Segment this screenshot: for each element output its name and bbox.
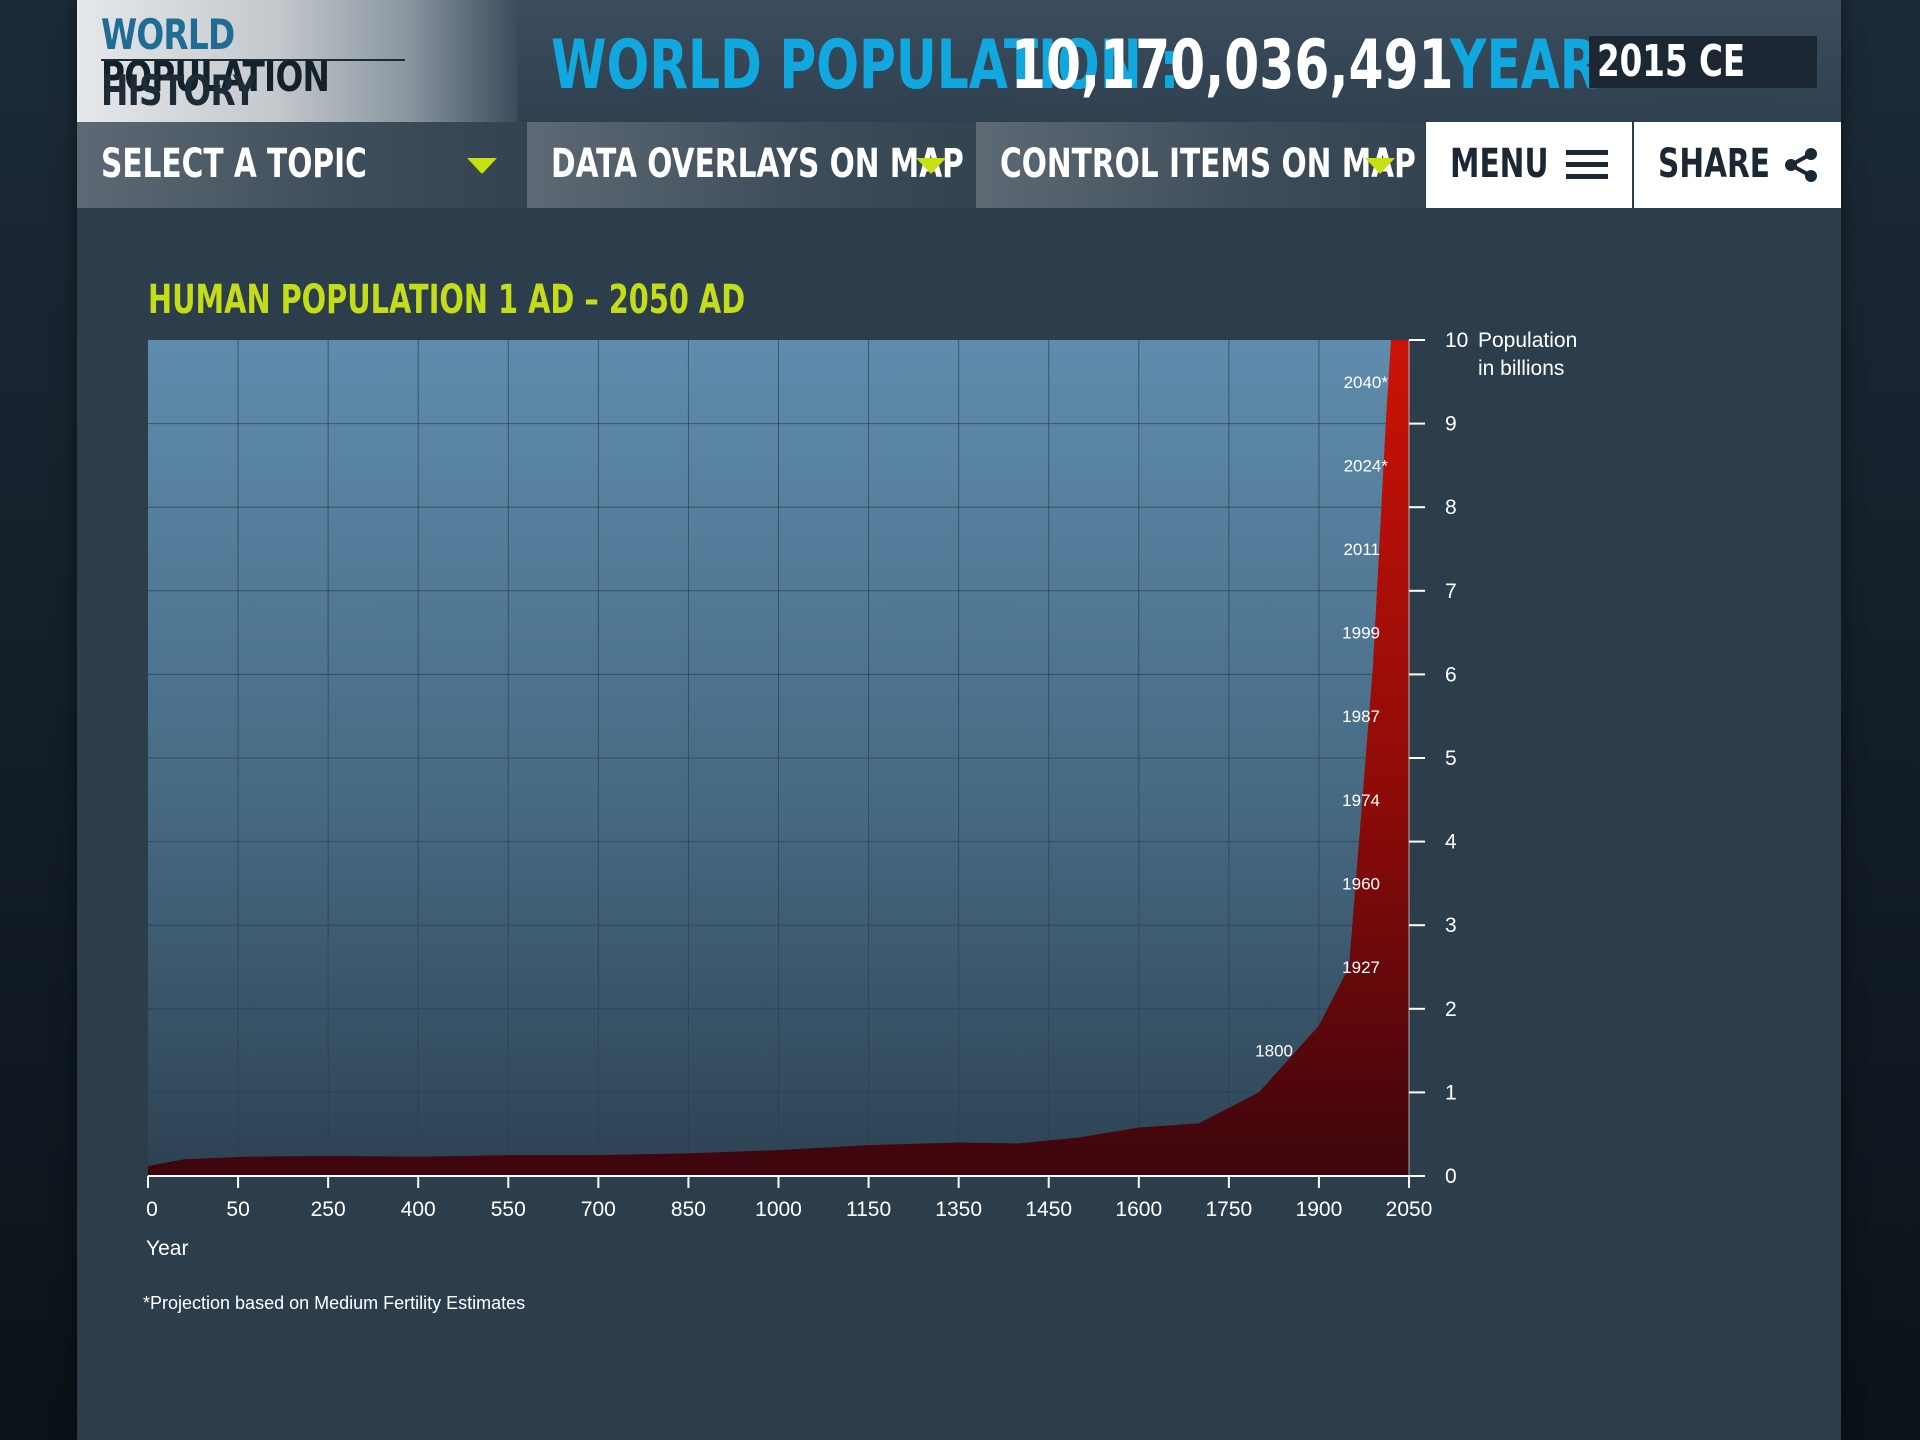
menu-button[interactable]: MENU: [1426, 122, 1632, 208]
data-overlays-dropdown[interactable]: DATA OVERLAYS ON MAP: [527, 122, 976, 208]
year-annotation: 1927: [1342, 958, 1380, 977]
axes: [147, 339, 1425, 1188]
grid-lines: [148, 340, 1409, 1176]
y-axis-label: in billions: [1478, 357, 1564, 380]
y-tick-label: 8: [1445, 496, 1457, 519]
x-tick-label: 1600: [1115, 1198, 1162, 1221]
chevron-down-icon: [916, 158, 946, 174]
share-button[interactable]: SHARE: [1634, 122, 1841, 208]
nav-bar: SELECT A TOPIC DATA OVERLAYS ON MAP CONT…: [77, 122, 1841, 208]
logo-word-population: POPULATION: [101, 52, 330, 101]
year-annotation: 1987: [1342, 707, 1380, 726]
x-tick-label: 1000: [755, 1198, 802, 1221]
y-axis-label: Population: [1478, 329, 1577, 352]
y-tick-label: 9: [1445, 413, 1457, 436]
year-value[interactable]: 2015 CE: [1597, 36, 1746, 87]
year-annotation: 1999: [1342, 624, 1380, 643]
year-field[interactable]: [1589, 36, 1817, 88]
x-tick-label: 1350: [935, 1198, 982, 1221]
logo-title: WORLD POPULATION: [101, 14, 425, 98]
x-tick-label: 2050: [1386, 1198, 1433, 1221]
x-axis-label: Year: [146, 1237, 188, 1260]
share-icon: [1785, 148, 1817, 182]
year-annotation: 2011: [1343, 540, 1380, 559]
y-tick-label: 10: [1445, 329, 1468, 352]
y-tick-label: 4: [1445, 831, 1457, 854]
hamburger-icon: [1566, 150, 1608, 180]
x-tick-label: 550: [491, 1198, 526, 1221]
control-items-label: CONTROL ITEMS ON MAP: [1000, 141, 1416, 187]
y-tick-label: 2: [1445, 998, 1457, 1021]
y-tick-label: 0: [1445, 1165, 1457, 1188]
logo: WORLD POPULATION HISTORY: [77, 0, 517, 122]
year-annotation: 2024*: [1344, 456, 1389, 475]
x-tick-label: 1150: [846, 1198, 891, 1221]
logo-word-world: WORLD: [101, 10, 235, 59]
y-tick-label: 5: [1445, 747, 1457, 770]
x-tick-label: 700: [581, 1198, 616, 1221]
chevron-down-icon: [1365, 158, 1395, 174]
y-tick-label: 3: [1445, 914, 1457, 937]
select-topic-label: SELECT A TOPIC: [101, 141, 367, 187]
x-tick-label: 50: [226, 1198, 249, 1221]
year-annotation: 1974: [1342, 791, 1380, 810]
population-area: [148, 340, 1409, 1176]
control-items-dropdown[interactable]: CONTROL ITEMS ON MAP: [976, 122, 1425, 208]
logo-subtitle: HISTORY: [101, 66, 257, 115]
x-tick-label: 1750: [1205, 1198, 1252, 1221]
chevron-down-icon: [467, 158, 497, 174]
year-annotation: 2040*: [1344, 373, 1389, 392]
select-topic-dropdown[interactable]: SELECT A TOPIC: [77, 122, 527, 208]
data-overlays-label: DATA OVERLAYS ON MAP: [551, 141, 964, 187]
x-tick-label: 0: [146, 1198, 158, 1221]
x-tick-label: 400: [401, 1198, 436, 1221]
x-tick-label: 1450: [1025, 1198, 1072, 1221]
year-annotation: 1960: [1342, 874, 1380, 893]
y-tick-label: 6: [1445, 663, 1457, 686]
y-tick-label: 7: [1445, 580, 1457, 603]
population-label: WORLD POPULATION :: [551, 26, 1180, 105]
x-tick-label: 850: [671, 1198, 706, 1221]
chart-labels: 0 50 250 400 550 700 850 1000 1150 1350 1450 1600 17…: [146, 329, 1577, 1260]
y-tick-label: 1: [1445, 1081, 1457, 1104]
chart-title: HUMAN POPULATION 1 AD – 2050 AD: [148, 277, 746, 323]
chart-footnote: *Projection based on Medium Fertility Es…: [143, 1293, 526, 1313]
share-label: SHARE: [1658, 141, 1771, 187]
x-tick-label: 1900: [1296, 1198, 1343, 1221]
population-value: 10,170,036,491: [1011, 26, 1454, 105]
x-tick-label: 250: [311, 1198, 346, 1221]
header: WORLD POPULATION HISTORY WORLD POPULATIO…: [77, 0, 1841, 122]
year-annotation: 1800: [1255, 1042, 1293, 1061]
menu-label: MENU: [1450, 141, 1549, 187]
logo-underline: [101, 59, 405, 61]
